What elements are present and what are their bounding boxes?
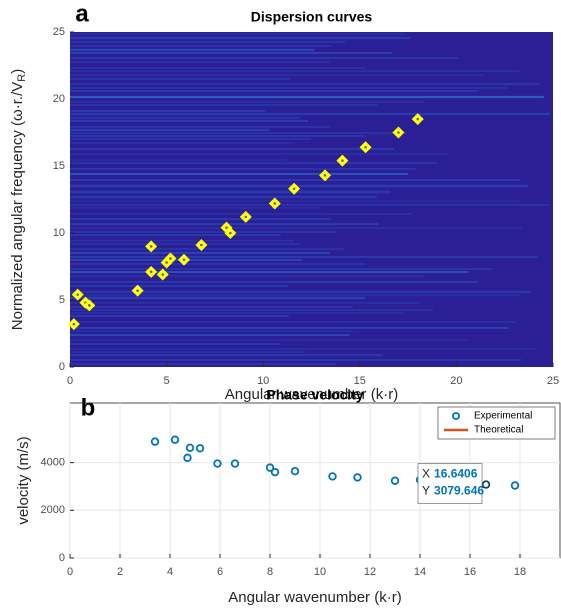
point-center [72, 322, 76, 326]
x-tick-label: 15 [354, 375, 366, 387]
point-center [273, 202, 277, 205]
panel-label: b [81, 394, 96, 421]
y-tick-label: 4000 [41, 457, 65, 469]
legend-label: Theoretical [474, 425, 523, 436]
x-axis-label: Angular wavenumber (k·r) [228, 589, 401, 606]
point-center [161, 273, 165, 276]
y-axis-label-text: Normalized angular frequency (ω·r./V [9, 82, 26, 330]
point-center [416, 117, 420, 121]
y-axis-label-end: ) [9, 69, 26, 74]
x-tick-label: 18 [514, 566, 526, 578]
point-center [200, 243, 203, 247]
point-center [182, 258, 186, 262]
x-tick-label: 8 [267, 566, 273, 578]
x-tick-label: 25 [547, 375, 559, 387]
x-tick-label: 6 [217, 566, 223, 578]
point-center [149, 245, 153, 248]
point-center [76, 293, 80, 296]
x-tick-label: 0 [67, 566, 73, 578]
datatip-label: X [422, 467, 430, 481]
point [390, 476, 400, 485]
datatip-value: 16.6406 [434, 467, 478, 481]
datatip-value: 3079.646 [434, 484, 484, 498]
datatip-text: X 16.6406 [422, 467, 478, 481]
point [353, 473, 362, 482]
point [265, 463, 275, 472]
y-tick-label: 2000 [41, 504, 65, 516]
point-center [165, 261, 168, 264]
point-center [88, 304, 91, 307]
datatip-marker [482, 480, 491, 489]
point-center [364, 145, 367, 149]
point-center [169, 257, 172, 260]
y-tick-label: 20 [53, 93, 65, 105]
x-axis-label: Angular wavenumber (k·r) [225, 386, 398, 403]
x-tick-label: 10 [257, 375, 269, 387]
chart-title: Phase velocity [266, 387, 363, 403]
y-tick-label: 15 [53, 160, 65, 172]
y-axis-label: Normalized angular frequency (ω·r./VR) [9, 69, 28, 330]
x-tick-label: 5 [164, 375, 170, 387]
point [213, 459, 222, 468]
legend-label: Experimental [474, 411, 532, 422]
x-tick-label: 10 [314, 566, 326, 578]
heatmap [70, 32, 553, 367]
point [195, 444, 205, 453]
point [328, 472, 337, 481]
point-center [341, 159, 344, 162]
y-tick-label: 0 [59, 552, 65, 564]
point-center [323, 174, 327, 177]
point [150, 437, 160, 446]
point [270, 467, 280, 477]
datatip-text: Y 3079.646 [422, 484, 484, 498]
point-center [149, 270, 153, 274]
y-tick-label: 25 [53, 26, 65, 38]
x-tick-label: 4 [167, 566, 173, 578]
datatip-box [417, 463, 483, 504]
y-tick-label: 10 [53, 227, 65, 239]
x-tick-label: 16 [464, 566, 476, 578]
point-center [244, 215, 248, 219]
x-tick-label: 20 [450, 375, 462, 387]
point-center [229, 231, 232, 235]
point [290, 467, 300, 476]
legend-box [437, 406, 556, 440]
point-center [225, 226, 228, 229]
legend-swatch [452, 412, 460, 420]
point [183, 453, 192, 463]
x-tick-label: 14 [414, 566, 426, 578]
point-center [397, 131, 400, 134]
y-axis-label-subscript: R [16, 74, 28, 82]
y-tick-label: 5 [59, 294, 65, 306]
point-center [292, 187, 296, 191]
point [230, 459, 240, 468]
x-tick-label: 12 [364, 566, 376, 578]
point-center [136, 289, 139, 292]
point [170, 435, 180, 444]
chart-title: Dispersion curves [251, 9, 373, 25]
point [510, 481, 520, 490]
panel-label: a [75, 0, 89, 27]
datatip-label: Y [422, 484, 430, 498]
x-tick-label: 2 [117, 566, 123, 578]
y-tick-label: 0 [59, 361, 65, 373]
y-axis-label: velocity (m/s) [15, 436, 32, 524]
x-tick-label: 0 [67, 375, 73, 387]
point [185, 443, 195, 453]
